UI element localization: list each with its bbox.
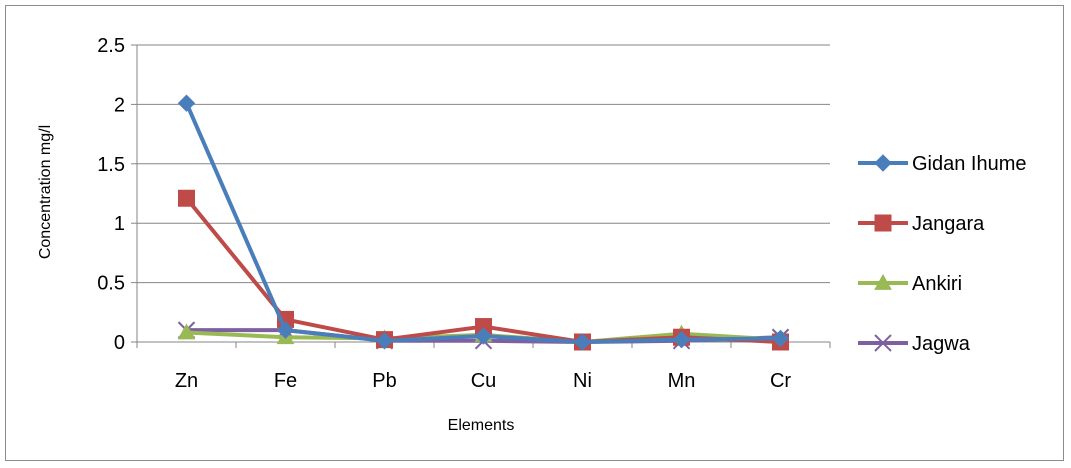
diamond-marker [875,155,891,171]
legend-item: Gidan Ihume [858,153,1027,175]
series-line [187,103,781,342]
y-tick-label: 0.5 [97,273,125,295]
x-tick-label: Mn [668,370,696,392]
square-marker [179,190,195,206]
legend-item: Jangara [858,213,985,235]
legend: Gidan Ihume Jangara Ankiri Jagwa [858,153,1027,355]
square-marker [875,215,891,231]
axes [131,45,830,348]
y-tick-label: 2 [114,94,125,116]
x-tick-label: Cu [471,370,497,392]
grid-lines [137,45,830,283]
x-tick-label: Ni [573,370,592,392]
y-tick-label: 1.5 [97,154,125,176]
legend-item: Jagwa [858,333,971,355]
y-tick-labels: 0 0.5 1 1.5 2 2.5 [97,35,125,354]
series-jangara [179,190,789,350]
y-tick-label: 0 [114,332,125,354]
x-tick-label: Zn [175,370,198,392]
legend-label: Jangara [912,213,985,235]
legend-label: Gidan Ihume [912,153,1027,175]
legend-label: Ankiri [912,273,962,295]
x-tick-labels: Zn Fe Pb Cu Ni Mn Cr [175,370,792,392]
x-tick-label: Pb [372,370,396,392]
diamond-marker [179,95,195,111]
series-lines [179,95,789,350]
x-tick-label: Fe [274,370,297,392]
x-tick-label: Cr [770,370,791,392]
x-axis-title: Elements [448,417,515,434]
y-tick-label: 1 [114,213,125,235]
y-axis-title: Concentration mg/l [37,125,54,259]
series-gidan-ihume [179,95,789,350]
y-tick-label: 2.5 [97,35,125,57]
legend-item: Ankiri [858,273,962,295]
legend-label: Jagwa [912,333,971,355]
